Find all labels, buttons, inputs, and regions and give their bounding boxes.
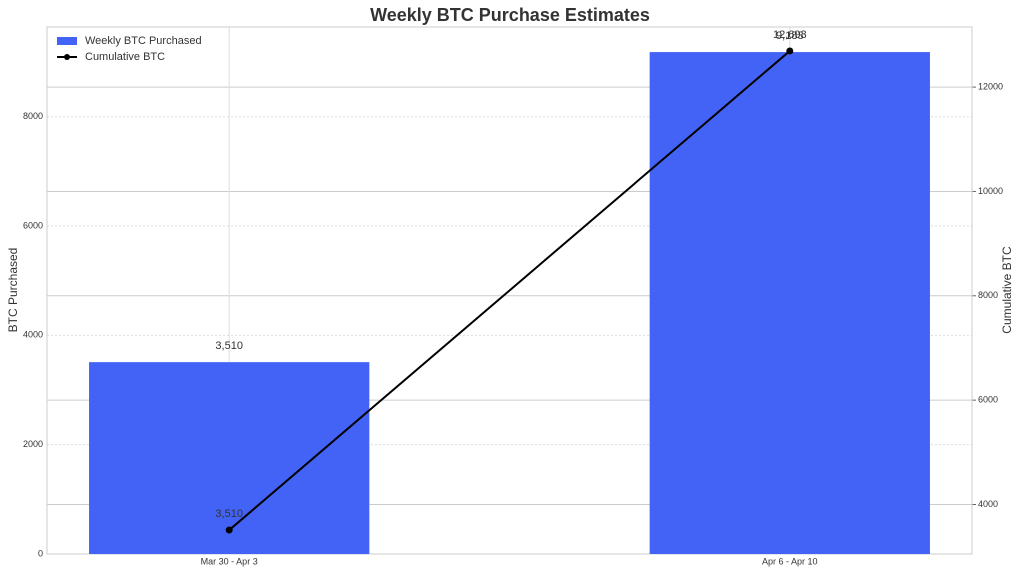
chart-title: Weekly BTC Purchase Estimates: [370, 5, 650, 25]
bar: [89, 362, 370, 554]
data-label: 3,510: [215, 508, 243, 520]
y2-tick-label: 12000: [978, 81, 1003, 91]
data-label: 3,510: [215, 340, 243, 352]
x-tick-label: Apr 6 - Apr 10: [762, 556, 818, 566]
data-label: 9,183: [776, 30, 804, 42]
y-tick-label: 6000: [23, 220, 43, 230]
y-tick-label: 8000: [23, 111, 43, 121]
legend-swatch: [57, 37, 77, 45]
point: [225, 526, 233, 534]
point: [786, 47, 794, 55]
y-tick-label: 4000: [23, 330, 43, 340]
legend-label: Weekly BTC Purchased: [85, 35, 202, 47]
y2-tick-label: 6000: [978, 395, 998, 405]
y2-tick-label: 4000: [978, 499, 998, 509]
x-tick-label: Mar 30 - Apr 3: [201, 556, 258, 566]
plot-frame: [46, 26, 973, 555]
legend-swatch: [64, 54, 70, 60]
legend-label: Cumulative BTC: [85, 51, 165, 63]
data-label: 12,693: [773, 29, 807, 41]
y2-tick-label: 10000: [978, 186, 1003, 196]
y-tick-label: 2000: [23, 439, 43, 449]
y2-tick-label: 8000: [978, 290, 998, 300]
line: [228, 50, 791, 531]
y-tick-label: 0: [38, 548, 43, 558]
y2-axis-label: Cumulative BTC: [1000, 246, 1014, 334]
y-axis-label: BTC Purchased: [6, 248, 20, 333]
bar: [649, 52, 930, 554]
